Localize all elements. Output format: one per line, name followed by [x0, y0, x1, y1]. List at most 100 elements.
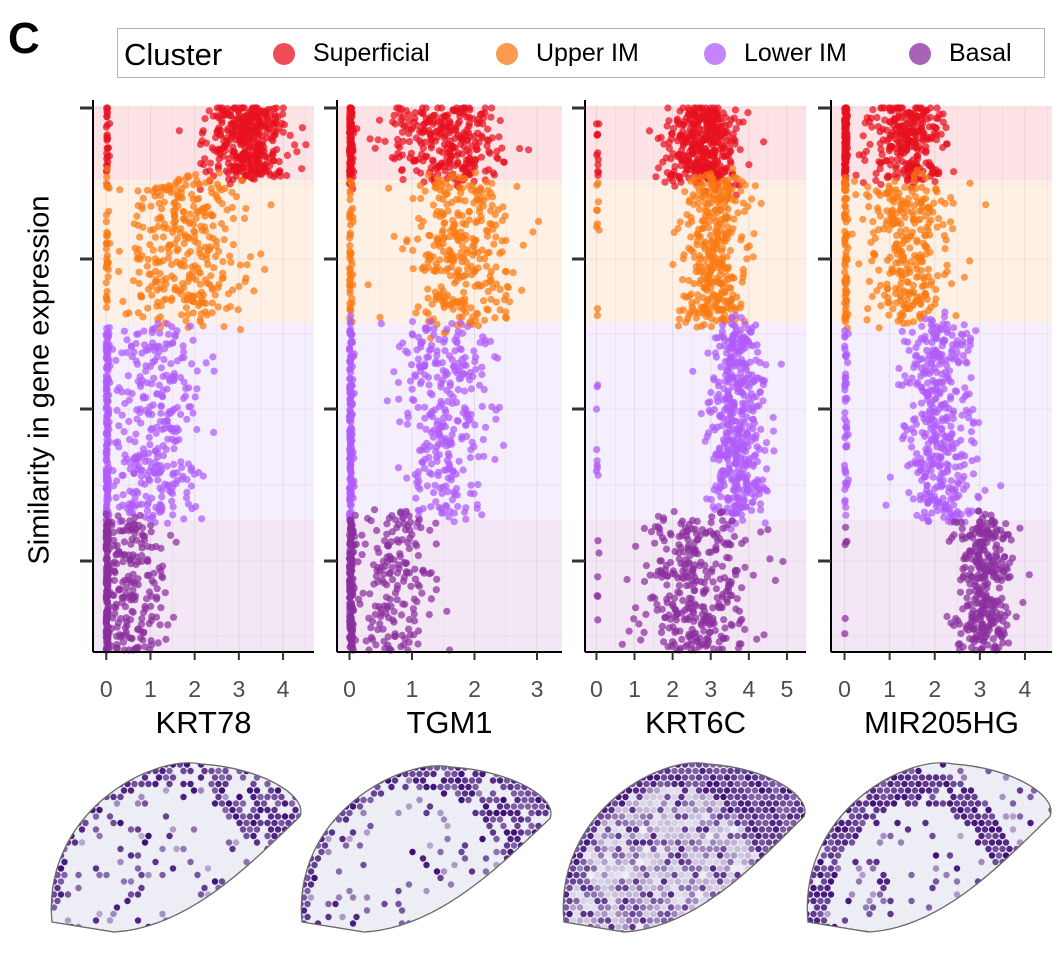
data-point — [186, 322, 194, 330]
data-point — [198, 137, 206, 145]
data-point — [371, 610, 379, 619]
data-point — [492, 263, 500, 271]
data-point — [725, 120, 733, 129]
data-point — [210, 264, 218, 272]
data-point — [260, 148, 268, 156]
data-point — [721, 288, 729, 296]
data-point — [208, 286, 216, 294]
data-point — [484, 125, 492, 133]
x-tick-label: 1 — [144, 676, 157, 702]
data-point — [435, 293, 443, 302]
data-point — [732, 327, 740, 335]
data-point — [220, 236, 228, 244]
data-point — [657, 566, 665, 575]
data-point — [709, 578, 717, 586]
data-point — [374, 626, 382, 634]
data-point — [753, 635, 761, 643]
data-point — [217, 186, 226, 194]
data-point — [392, 516, 400, 524]
data-point — [751, 493, 759, 501]
data-point — [291, 141, 299, 149]
data-point — [702, 585, 710, 594]
data-point — [460, 387, 469, 395]
data-point — [732, 125, 740, 133]
data-point — [421, 187, 429, 195]
data-point — [214, 284, 222, 292]
data-point — [443, 200, 451, 208]
data-point — [346, 241, 354, 250]
data-point — [920, 108, 928, 116]
data-point — [707, 548, 715, 556]
data-point — [709, 175, 717, 183]
data-point — [190, 470, 198, 478]
data-point — [415, 214, 423, 222]
data-point — [458, 296, 466, 304]
data-point — [358, 531, 366, 539]
data-point — [414, 627, 423, 635]
data-point — [736, 471, 744, 479]
data-point — [212, 252, 220, 261]
data-point — [136, 380, 145, 388]
data-point — [145, 588, 153, 596]
data-point — [513, 182, 521, 191]
band-basal — [831, 520, 1052, 652]
data-point — [690, 280, 698, 288]
data-point — [712, 353, 721, 361]
data-point — [488, 104, 496, 112]
data-point — [700, 217, 708, 225]
data-point — [205, 107, 213, 115]
data-point — [102, 364, 110, 372]
data-point — [424, 294, 432, 302]
data-point — [680, 251, 688, 259]
data-point — [145, 571, 153, 579]
data-point — [722, 178, 730, 186]
data-point — [279, 110, 287, 118]
data-point — [727, 159, 735, 167]
data-point — [718, 562, 727, 570]
data-point — [226, 252, 234, 260]
data-point — [239, 139, 248, 147]
data-point — [159, 452, 167, 460]
data-point — [642, 610, 650, 619]
data-point — [346, 509, 354, 517]
data-point — [231, 116, 239, 124]
data-point — [675, 555, 683, 563]
data-point — [406, 377, 415, 385]
data-point — [240, 118, 248, 126]
data-point — [425, 570, 433, 578]
data-point — [358, 551, 366, 559]
data-point — [414, 640, 422, 648]
data-point — [161, 480, 169, 488]
data-point — [719, 524, 727, 533]
data-point — [169, 511, 177, 519]
data-point — [749, 462, 757, 470]
data-point — [132, 430, 140, 438]
data-point — [675, 150, 683, 158]
data-point — [393, 596, 401, 604]
data-point — [406, 526, 414, 534]
data-point — [712, 451, 720, 459]
data-point — [737, 300, 745, 308]
data-point — [760, 631, 768, 639]
data-point — [727, 580, 735, 588]
data-point — [433, 575, 441, 583]
data-point — [730, 443, 738, 452]
data-point — [684, 110, 693, 118]
data-point — [134, 581, 142, 589]
data-point — [441, 134, 449, 142]
data-point — [115, 548, 123, 556]
data-point — [178, 475, 186, 483]
data-point — [406, 631, 414, 639]
data-point — [347, 397, 355, 405]
data-point — [720, 342, 728, 350]
data-point — [347, 501, 355, 509]
data-point — [714, 228, 722, 236]
data-point — [396, 418, 404, 426]
data-point — [212, 242, 220, 250]
data-point — [887, 161, 895, 169]
data-point — [740, 334, 748, 342]
data-point — [729, 399, 737, 407]
data-point — [120, 458, 128, 466]
data-point — [103, 173, 111, 181]
